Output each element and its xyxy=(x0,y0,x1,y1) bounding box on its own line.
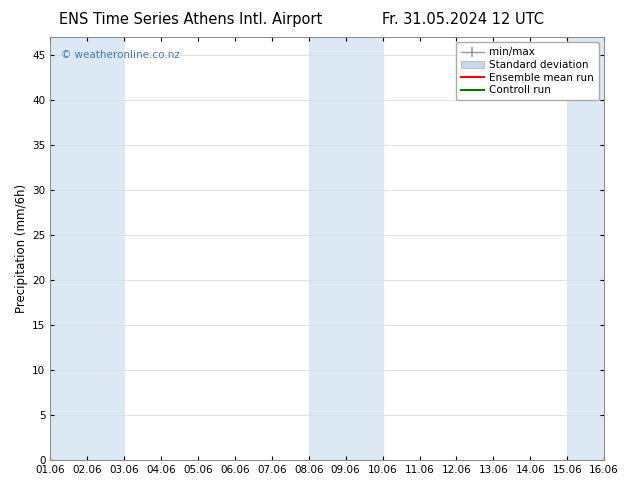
Bar xyxy=(309,37,382,460)
Bar xyxy=(567,37,634,460)
Legend: min/max, Standard deviation, Ensemble mean run, Controll run: min/max, Standard deviation, Ensemble me… xyxy=(456,42,599,100)
Y-axis label: Precipitation (mm/6h): Precipitation (mm/6h) xyxy=(15,184,28,313)
Bar xyxy=(50,37,124,460)
Text: Fr. 31.05.2024 12 UTC: Fr. 31.05.2024 12 UTC xyxy=(382,12,544,27)
Text: ENS Time Series Athens Intl. Airport: ENS Time Series Athens Intl. Airport xyxy=(58,12,322,27)
Text: © weatheronline.co.nz: © weatheronline.co.nz xyxy=(61,50,180,60)
